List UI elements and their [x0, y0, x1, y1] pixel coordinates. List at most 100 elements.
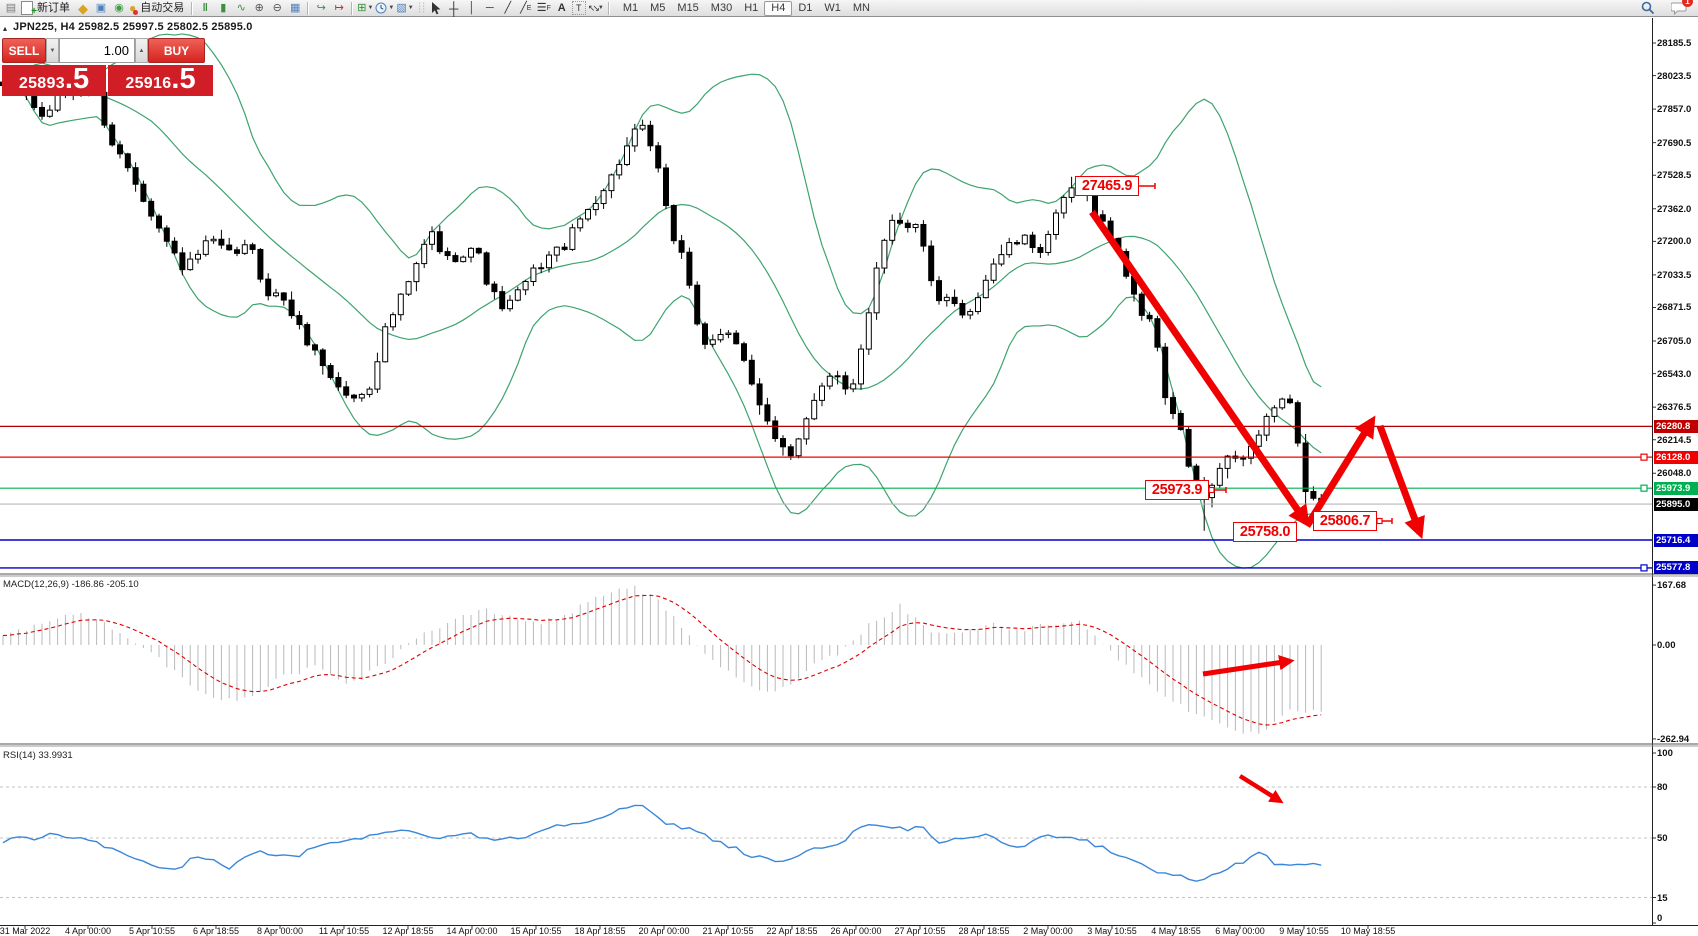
candlestick-chart-icon[interactable]: ▮ [220, 1, 227, 14]
price-tick-label: 28023.5 [1657, 70, 1692, 82]
toolbar-separator [607, 1, 610, 15]
window-icon[interactable]: ▤ [5, 1, 17, 14]
timeframe-m30[interactable]: M30 [710, 1, 733, 14]
sell-price-frac: .5 [64, 63, 90, 95]
annotation-price-label[interactable]: 25806.7 [1313, 511, 1377, 531]
price-level-badge: 25895.0 [1654, 497, 1698, 511]
cursor-icon[interactable] [428, 1, 444, 16]
zoom-in-icon[interactable]: ⊕ [254, 1, 264, 14]
annotation-price-label[interactable]: 27465.9 [1075, 176, 1139, 196]
time-axis-label: 18 Apr 18:55 [574, 926, 626, 936]
vertical-line-icon[interactable]: │ [468, 1, 476, 14]
time-axis-label: 14 Apr 00:00 [446, 926, 498, 936]
metaeditor-icon[interactable]: ◆ [78, 0, 88, 16]
rsi-label: RSI(14) 33.9931 [3, 750, 73, 761]
annotation-price-label[interactable]: 25758.0 [1233, 522, 1297, 542]
notifications-button[interactable]: 1 [1671, 0, 1693, 16]
crosshair-icon[interactable]: ┼ [449, 0, 459, 16]
price-tick-label: 26705.0 [1657, 336, 1692, 347]
text-label-icon[interactable]: T [571, 1, 586, 15]
buy-price-display[interactable]: 25916.5 [108, 65, 213, 96]
timeframe-w1[interactable]: W1 [824, 1, 841, 14]
bollinger-upper-band [2, 33, 1322, 388]
sell-button[interactable]: SELL [2, 38, 46, 63]
time-axis-label: 21 Apr 10:55 [702, 926, 754, 936]
buy-price-frac: .5 [171, 63, 196, 95]
macd-tick-label: -262.94 [1657, 733, 1690, 745]
timeframe-mn[interactable]: MN [852, 1, 870, 14]
volume-input[interactable] [59, 38, 135, 63]
sell-price-display[interactable]: 25893.5 [2, 65, 106, 96]
channel-icon[interactable]: ╱ E [520, 1, 532, 14]
bar-chart-icon[interactable]: ‖ [202, 1, 208, 14]
timeframe-m15[interactable]: M15 [677, 1, 699, 14]
toolbar-separator [351, 1, 354, 15]
bollinger-lower-band [2, 85, 1322, 569]
annotation-price-label[interactable]: 25973.9 [1145, 480, 1209, 500]
time-axis-label: 22 Apr 18:55 [766, 926, 818, 936]
price-level-badge: 26280.8 [1654, 419, 1698, 433]
horizontal-line-icon[interactable]: ─ [485, 1, 494, 14]
timeframe-h4[interactable]: H4 [764, 0, 793, 16]
new-order-icon [21, 1, 37, 19]
toolbar-separator [191, 1, 194, 15]
trendline-icon[interactable]: ╱ [504, 1, 512, 14]
time-axis-label: 26 Apr 00:00 [830, 926, 882, 936]
trend-arrow[interactable] [1376, 424, 1425, 540]
buy-button[interactable]: BUY [148, 38, 205, 63]
one-click-trade-panel: SELL ▼ ▲ BUY 25893.5 25916.5 [2, 38, 213, 96]
autotrading-button[interactable]: ● 自动交易 [129, 1, 187, 16]
trend-arrow[interactable] [1089, 210, 1310, 528]
tile-windows-icon[interactable]: ▦ [290, 1, 301, 14]
symbol-ohlc-line: JPN225, H4 25982.5 25997.5 25802.5 25895… [13, 21, 253, 33]
search-icon[interactable] [1640, 1, 1656, 16]
time-axis-label: 15 Apr 10:55 [510, 926, 562, 936]
price-tick-label: 27200.0 [1657, 236, 1692, 248]
data-window-icon[interactable]: ▣ [95, 1, 107, 14]
trend-arrow[interactable] [1238, 774, 1284, 804]
one-click-toggle[interactable]: ▴ [3, 24, 8, 33]
toolbar-separator [307, 1, 310, 15]
macd-label: MACD(12,26,9) -186.86 -205.10 [3, 579, 139, 590]
new-order-button[interactable]: 新订单 [21, 1, 73, 19]
timeframe-h1[interactable]: H1 [744, 1, 759, 14]
text-icon[interactable]: A [557, 1, 566, 14]
timeframe-d1[interactable]: D1 [798, 1, 813, 14]
price-tick-label: 27033.5 [1657, 269, 1692, 281]
indicators-icon[interactable]: ⊞ ▼ [357, 1, 374, 14]
price-tick-label: 28185.5 [1657, 38, 1692, 49]
price-level-badge: 25577.8 [1654, 561, 1698, 575]
chart-shift-icon[interactable]: ↦ [334, 1, 344, 14]
trend-arrow[interactable] [1304, 415, 1376, 528]
time-axis-label: 2 May 00:00 [1023, 926, 1073, 936]
auto-scroll-icon[interactable]: ↪ [316, 1, 326, 14]
zoom-out-icon[interactable]: ⊖ [272, 1, 282, 14]
bollinger-middle-band [2, 79, 1322, 454]
time-axis-label: 6 Apr 18:55 [192, 926, 240, 936]
buy-price-main: 25916 [125, 75, 172, 92]
volume-decrease-button[interactable]: ▼ [46, 38, 59, 63]
price-tick-label: 26048.0 [1657, 468, 1692, 480]
timeframe-m1[interactable]: M1 [622, 1, 639, 14]
toolbar-grip: ┊┊ [416, 2, 427, 14]
fibonacci-icon[interactable]: ☰ F [536, 1, 551, 14]
line-chart-icon[interactable]: ∿ [236, 1, 246, 14]
templates-icon[interactable]: ▧ ▼ [396, 1, 414, 14]
timeframe-m5[interactable]: M5 [650, 1, 666, 14]
navigator-icon[interactable]: ◉ [114, 1, 124, 14]
trend-arrows[interactable] [1089, 210, 1425, 804]
time-axis-label: 4 Apr 00:00 [64, 926, 112, 936]
price-tick-label: 27362.0 [1657, 203, 1692, 215]
price-tick-label: 27528.5 [1657, 170, 1692, 182]
macd-signal-line [2, 594, 1322, 726]
sell-price-main: 25893 [18, 75, 65, 92]
time-axis-label: 27 Apr 10:55 [894, 926, 946, 936]
periods-icon[interactable]: ▼ [375, 1, 394, 16]
arrows-icon[interactable]: ↖↘ ▼ [587, 2, 604, 13]
rsi-tick-label: 50 [1657, 833, 1668, 844]
trend-arrow[interactable] [1202, 654, 1295, 677]
volume-increase-button[interactable]: ▲ [135, 38, 148, 63]
price-tick-label: 26376.5 [1657, 402, 1692, 414]
